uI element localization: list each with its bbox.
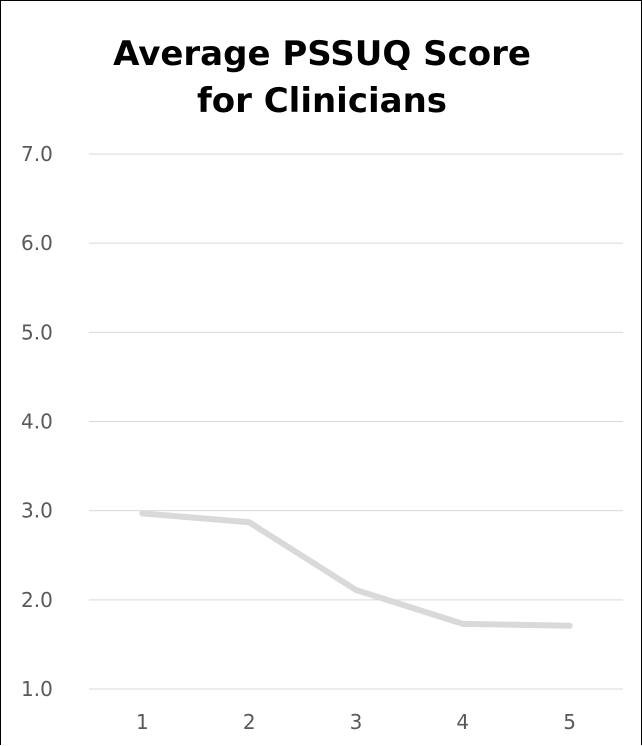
chart-title: Average PSSUQ Score for Clinicians [1,31,642,125]
data-point [566,622,573,629]
data-point [353,587,359,594]
chart-title-line-1: Average PSSUQ Score [113,34,531,74]
x-tick-label: 3 [350,710,363,734]
y-tick-label: 2.0 [21,588,53,612]
series-line-1 [139,510,573,629]
y-tick-label: 7.0 [21,142,53,166]
data-point [246,519,253,526]
y-tick-label: 6.0 [21,231,53,255]
x-tick-label: 1 [136,710,149,734]
data-point [459,620,466,627]
x-tick-label: 5 [563,710,576,734]
x-tick-label: 4 [456,710,469,734]
chart-title-line-2: for Clinicians [196,81,448,121]
x-tick-label: 2 [243,710,256,734]
y-tick-label: 3.0 [21,499,53,523]
data-point [139,510,146,517]
y-tick-label: 1.0 [21,677,53,701]
y-tick-label: 4.0 [21,410,53,434]
y-tick-label: 5.0 [21,320,53,344]
